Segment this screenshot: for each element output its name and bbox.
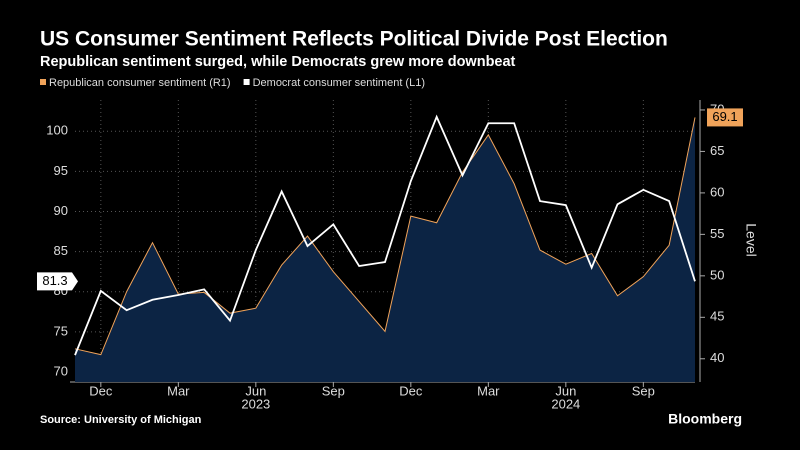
value-label: 69.1 [712, 109, 737, 124]
y2-tick-label: 60 [710, 184, 724, 199]
y2-axis-title: Level [743, 223, 759, 256]
y2-tick-label: 45 [710, 309, 724, 324]
y-tick-label: 75 [54, 323, 68, 338]
legend-label: Republican consumer sentiment (R1) [49, 77, 231, 89]
line [74, 114, 696, 356]
x-year-label: 2024 [551, 396, 580, 411]
legend-swatch [40, 79, 46, 85]
y-tick-label: 70 [54, 363, 68, 378]
brand: Bloomberg [668, 411, 742, 427]
value-label: 81.3 [42, 273, 67, 288]
x-tick-label: Sep [322, 383, 345, 398]
x-tick-label: Dec [399, 383, 423, 398]
x-tick-label: Mar [167, 383, 190, 398]
y2-tick-label: 50 [710, 267, 724, 282]
y-tick-label: 95 [54, 163, 68, 178]
y-tick-label: 100 [46, 123, 68, 138]
x-tick-label: Sep [632, 383, 655, 398]
chart-subtitle: Republican sentiment surged, while Democ… [40, 54, 516, 70]
y2-tick-label: 40 [710, 350, 724, 365]
value-label-box [707, 108, 743, 127]
x-tick-label: Jun [555, 383, 576, 398]
source: Source: University of Michigan [40, 414, 202, 426]
area [75, 117, 695, 382]
x-tick-label: Mar [477, 383, 500, 398]
y2-tick-label: 65 [710, 143, 724, 158]
chart-title: US Consumer Sentiment Reflects Political… [40, 28, 668, 51]
y-tick-label: 85 [54, 243, 68, 258]
x-tick-label: Dec [89, 383, 113, 398]
value-label-box [37, 272, 78, 291]
legend-swatch [243, 79, 250, 85]
y-tick-label: 90 [54, 203, 68, 218]
x-year-label: 2023 [241, 396, 270, 411]
y2-tick-label: 55 [710, 226, 724, 241]
legend-label: Democrat consumer sentiment (L1) [253, 77, 425, 89]
x-tick-label: Jun [245, 383, 266, 398]
